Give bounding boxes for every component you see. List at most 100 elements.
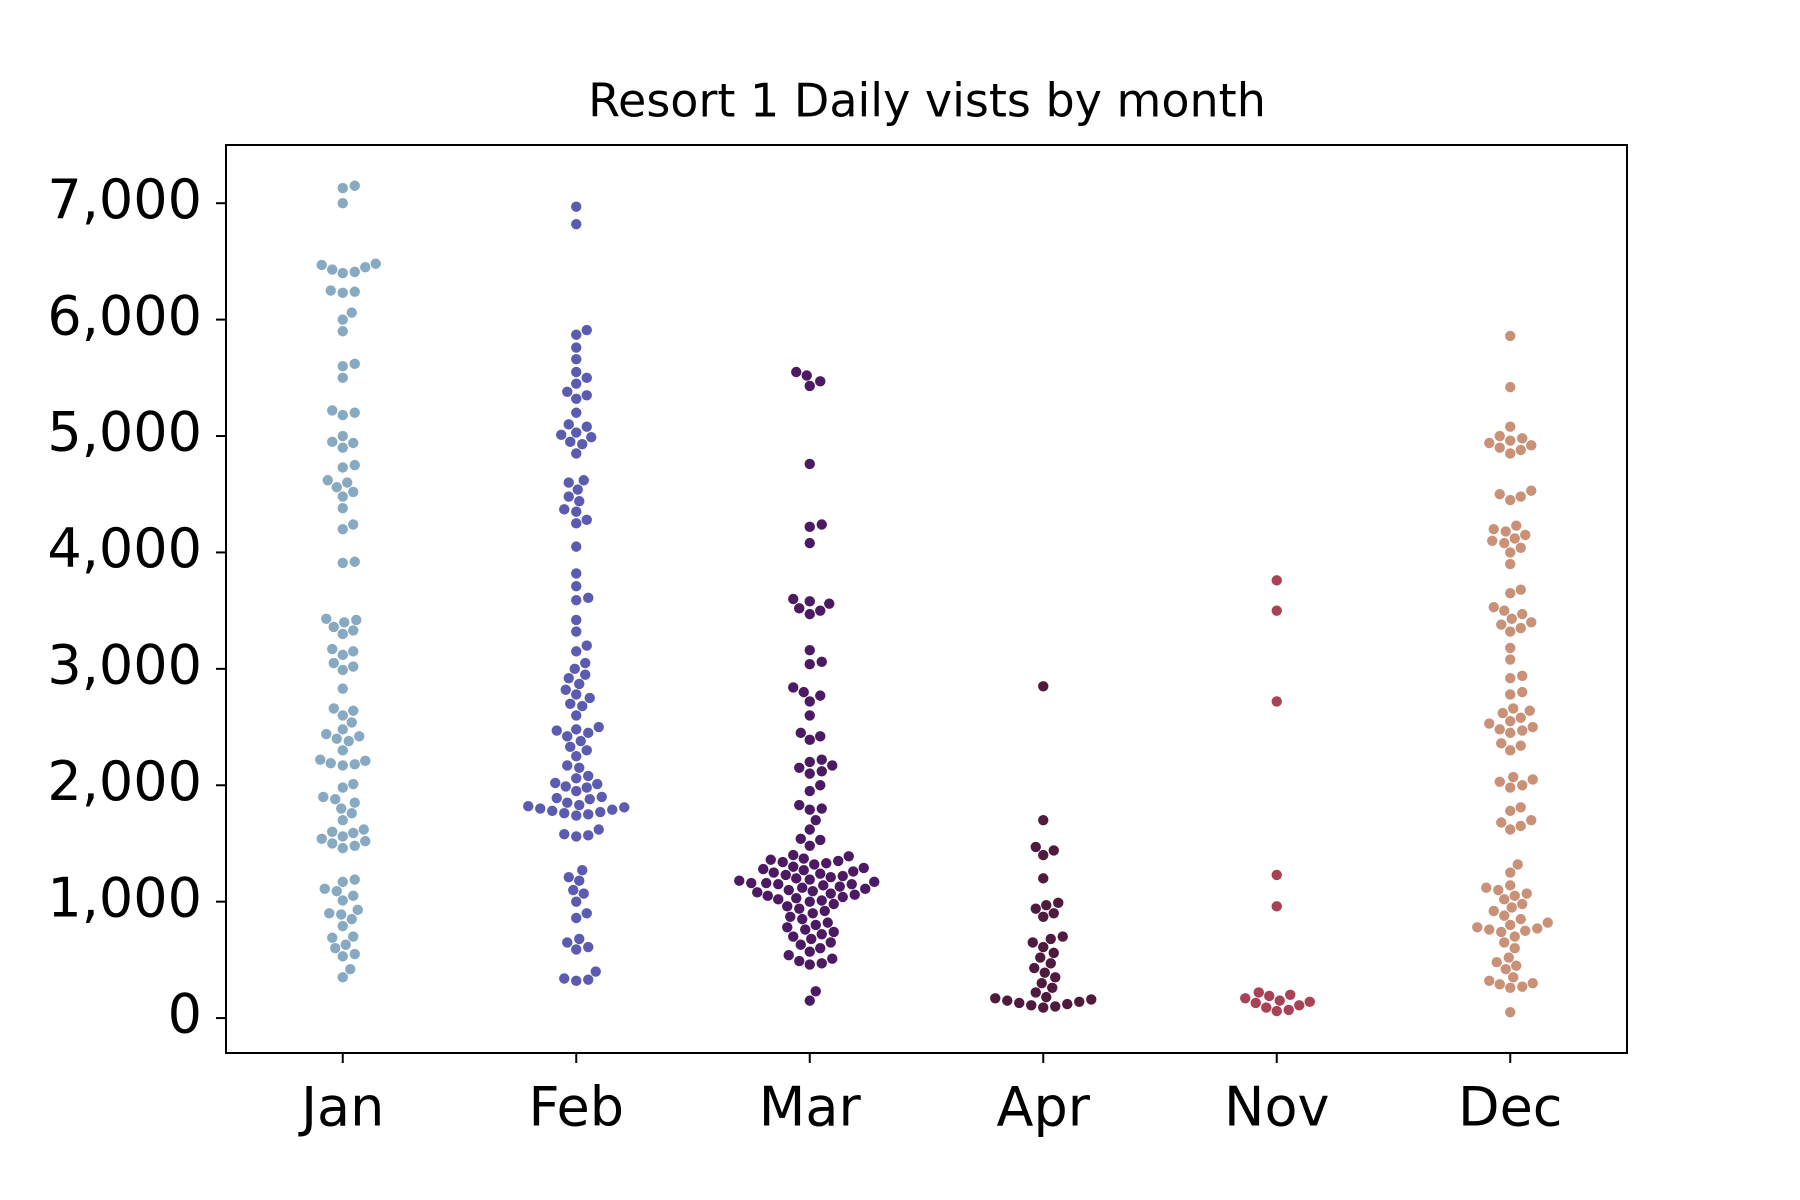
point [1294,1000,1305,1011]
point [1304,996,1315,1007]
point [1494,430,1505,442]
point [1505,1007,1516,1018]
point [571,506,582,517]
point [572,484,583,495]
point [619,802,630,813]
point [337,182,348,194]
point [818,880,829,891]
point [337,314,348,325]
point [577,865,588,876]
point [1508,771,1519,783]
x-tick-label: Jan [298,1076,384,1139]
point [1500,526,1511,537]
point [1515,622,1526,634]
point [1505,421,1516,432]
point [815,943,826,954]
point [815,605,826,616]
point [337,895,348,906]
point [752,887,763,898]
point [523,801,534,812]
point [348,931,359,942]
point [804,756,815,768]
point [816,803,827,814]
point [571,448,582,459]
point [827,760,838,771]
point [1497,707,1508,719]
axes-frame [225,144,1628,1054]
point [858,862,869,874]
point [1035,952,1046,963]
point [788,849,799,861]
point [349,286,360,297]
point [837,891,848,903]
point [1038,941,1049,953]
point [337,409,348,421]
point [1505,448,1516,459]
point [1517,725,1528,736]
point [1050,972,1061,983]
point [337,710,348,721]
point [1517,898,1528,910]
point [816,929,827,940]
point [821,858,832,869]
point [571,541,582,552]
point [815,780,826,791]
point [773,879,784,890]
point [337,372,348,384]
point [1511,960,1522,971]
point [348,705,359,716]
point [345,963,356,975]
point [1026,1000,1037,1011]
point [581,372,592,384]
point [795,833,806,845]
point [1074,996,1085,1007]
point [340,939,351,950]
point [327,643,338,655]
point [571,329,582,340]
point [1505,745,1516,756]
point [1506,613,1517,624]
point [791,873,802,884]
point [348,827,359,839]
point [990,993,1001,1004]
point [1505,716,1516,727]
point [794,799,805,811]
point [1271,901,1282,912]
point [370,258,381,269]
point [574,762,585,773]
point [816,754,827,765]
point [571,614,582,626]
point [804,874,815,885]
point [595,806,606,818]
point [822,917,833,928]
point [1038,873,1049,884]
point [563,477,574,488]
point [762,890,773,902]
point [571,218,582,230]
point [816,519,827,530]
point [571,831,582,842]
point [806,933,817,945]
point [1274,995,1285,1006]
point [815,731,826,742]
point [798,853,809,864]
point [1030,841,1041,853]
point [349,948,360,960]
point [1505,494,1516,506]
point [569,663,580,675]
point [337,523,348,535]
point [1030,987,1041,998]
point [584,692,595,704]
x-tick-label: Feb [528,1076,624,1139]
point [1029,962,1040,974]
point [1038,911,1049,922]
point [581,640,592,651]
y-tick-label: 0 [168,983,202,1046]
point [797,882,808,893]
point [1515,802,1526,813]
point [1520,925,1531,936]
point [348,486,359,498]
point [1517,670,1528,682]
point [1515,740,1526,751]
point [804,840,815,851]
